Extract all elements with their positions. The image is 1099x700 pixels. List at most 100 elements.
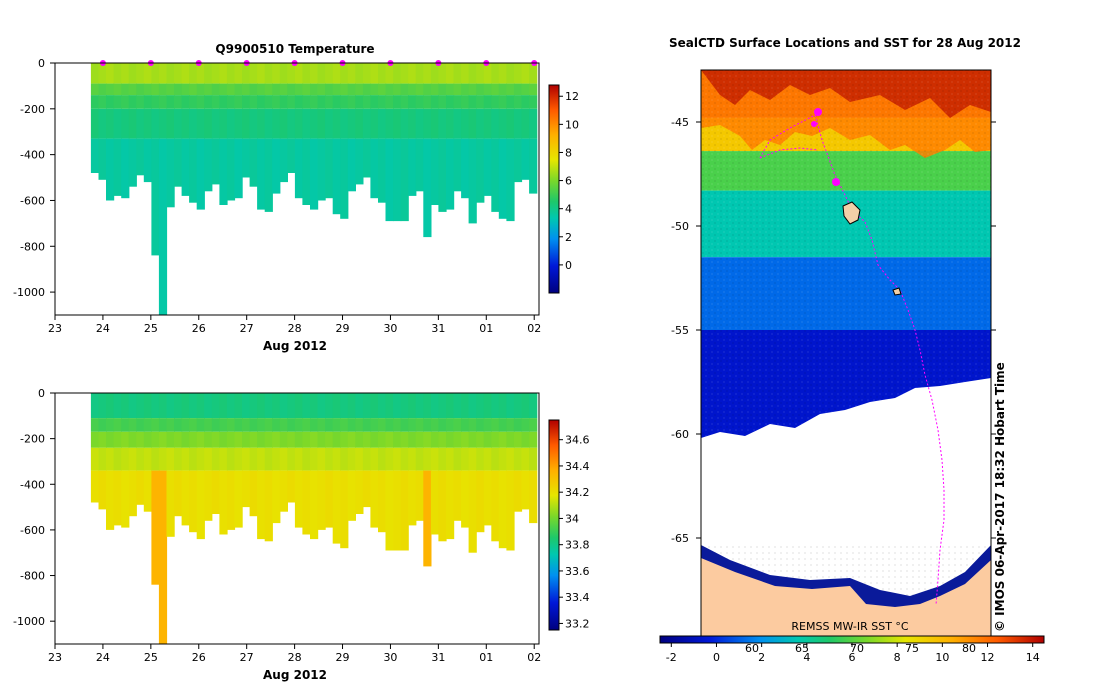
- profile-cell: [506, 138, 515, 222]
- profile-cell: [423, 108, 432, 139]
- profile-cell: [529, 470, 538, 524]
- profile-cell: [113, 138, 122, 196]
- profile-cell: [468, 431, 477, 448]
- profile-cell: [151, 393, 160, 419]
- profile-cell: [468, 138, 477, 224]
- profile-cell: [226, 138, 236, 201]
- profile-cell: [128, 447, 137, 471]
- lat-tick-label: -60: [671, 428, 689, 441]
- salinity-plot-frame: [54, 392, 540, 645]
- profile-cell: [158, 108, 168, 139]
- profile-cell: [347, 447, 356, 471]
- profile-cell: [234, 95, 243, 109]
- profile-cell: [211, 418, 220, 432]
- profile-cell: [226, 95, 236, 109]
- profile-cell: [219, 447, 228, 471]
- profile-cell: [325, 83, 334, 96]
- profile-cell: [106, 95, 115, 109]
- profile-cell: [521, 470, 530, 510]
- profile-cell: [317, 447, 326, 471]
- profile-cell: [166, 393, 175, 419]
- x-tick-label: 31: [431, 322, 445, 335]
- profile-cell: [423, 418, 432, 432]
- profile-cell: [506, 393, 515, 419]
- profile-cell: [242, 95, 251, 109]
- temperature-plot-frame: [54, 62, 540, 316]
- profile-cell: [325, 418, 334, 432]
- longitude-label: 65: [795, 642, 809, 655]
- profile-cell: [378, 83, 387, 96]
- profile-cell: [521, 418, 530, 432]
- profile-cell: [370, 63, 379, 84]
- profile-cell: [158, 447, 168, 471]
- profile-cell: [347, 418, 356, 432]
- profile-cell: [143, 63, 152, 84]
- profile-cell: [249, 431, 258, 448]
- profile-cell: [294, 138, 304, 199]
- profile-cell: [249, 83, 258, 96]
- x-tick-label: 30: [383, 651, 397, 664]
- sst-colorbar-tick-label: 6: [849, 651, 856, 664]
- antarctic-land: [701, 558, 991, 642]
- profile-cell: [476, 418, 485, 432]
- profile-cell: [355, 95, 364, 109]
- profile-cell: [136, 431, 145, 448]
- profile-cell: [310, 470, 319, 540]
- profile-cell: [242, 470, 251, 508]
- profile-cell: [106, 418, 115, 432]
- profile-cell: [242, 138, 251, 178]
- profile-cell: [226, 447, 236, 471]
- profile-cell: [468, 108, 477, 139]
- profile-cell: [219, 138, 228, 205]
- profile-cell: [400, 470, 409, 551]
- profile-cell: [415, 108, 424, 139]
- profile-cell: [476, 431, 485, 448]
- profile-cell: [98, 138, 107, 180]
- profile-cell: [430, 83, 440, 96]
- profile-cell: [325, 447, 334, 471]
- profile-cell: [234, 431, 243, 448]
- profile-cell: [506, 431, 515, 448]
- profile-cell: [498, 418, 507, 432]
- profile-cell: [294, 418, 304, 432]
- profile-cell: [98, 447, 107, 471]
- profile-cell: [219, 108, 228, 139]
- profile-cell: [196, 470, 205, 540]
- profile-cell: [249, 63, 258, 84]
- profile-cell: [136, 447, 145, 471]
- profile-cell: [430, 63, 440, 84]
- profile-cell: [461, 95, 470, 109]
- profile-cell: [90, 83, 100, 96]
- profile-cell: [166, 470, 175, 537]
- profile-cell: [287, 431, 296, 448]
- profile-cell: [332, 418, 341, 432]
- profile-cell: [355, 418, 364, 432]
- profile-cell: [310, 431, 319, 448]
- profile-cell: [385, 418, 394, 432]
- profile-cell: [385, 83, 394, 96]
- profile-cell: [408, 418, 417, 432]
- profile-cell: [249, 447, 258, 471]
- profile-cell: [136, 108, 145, 139]
- x-tick-label: 24: [96, 651, 110, 664]
- profile-cell: [166, 138, 175, 208]
- profile-cell: [498, 83, 507, 96]
- profile-cell: [378, 418, 387, 432]
- profile-cell: [476, 393, 485, 419]
- profile-cell: [529, 431, 538, 448]
- profile-cell: [98, 63, 107, 84]
- profile-cell: [408, 431, 417, 448]
- profile-cell: [294, 470, 304, 528]
- profile-cell: [453, 83, 462, 96]
- profile-cell: [196, 108, 205, 139]
- x-tick-label: 02: [527, 322, 541, 335]
- profile-cell: [325, 431, 334, 448]
- profile-cell: [476, 447, 485, 471]
- y-tick-label: -800: [20, 240, 45, 253]
- profile-cell: [332, 431, 341, 448]
- profile-cell: [249, 418, 258, 432]
- profile-cell: [166, 431, 175, 448]
- profile-cell: [294, 447, 304, 471]
- profile-cell: [400, 418, 409, 432]
- map-overlay-labels: 60 65 70 75 80: [745, 642, 976, 655]
